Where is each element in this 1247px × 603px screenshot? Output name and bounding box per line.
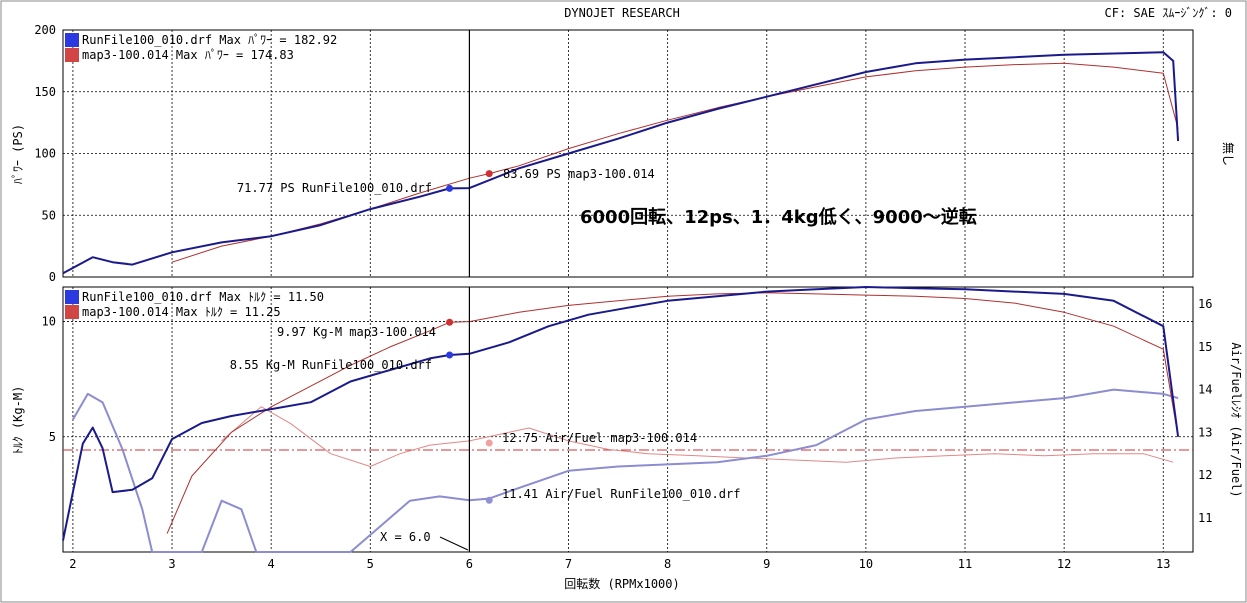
cursor-readout-leader: [439, 536, 469, 551]
legend-swatch-run1: [65, 33, 79, 47]
power-y-tick-label: 200: [34, 23, 56, 37]
x-ticks: 2 3 4 5 6 7 8 9 10 11 12 13: [69, 557, 1170, 571]
torque-line-map3: [166, 292, 1179, 534]
x-tick-label: 13: [1156, 557, 1170, 571]
airfuel-y-tick-label: 11: [1198, 511, 1212, 525]
airfuel-marker-runfile: [485, 496, 493, 504]
torque-annotation-run2: 9.97 Kg-M map3-100.014: [277, 325, 436, 339]
x-tick-label: 7: [565, 557, 572, 571]
airfuel-annotation-run2: 12.75 Air/Fuel map3-100.014: [502, 431, 697, 445]
power-grid: [63, 30, 1193, 277]
torque-y-tick-label: 5: [49, 430, 56, 444]
airfuel-annotation-run1: 11.41 Air/Fuel RunFile100_010.drf: [502, 487, 740, 501]
x-tick-label: 5: [367, 557, 374, 571]
power-legend-run2: map3-100.014 Max ﾊﾟﾜｰ = 174.83: [82, 48, 294, 62]
airfuel-y-tick-label: 16: [1198, 297, 1212, 311]
airfuel-y-tick-label: 13: [1198, 425, 1212, 439]
header-cf: CF: SAE ｽﾑｰｼﾞﾝｸﾞ: 0: [1105, 6, 1232, 20]
torque-grid: [63, 287, 1193, 552]
power-y-ticks: 0 50 100 150 200: [34, 23, 56, 284]
torque-legend-run1: RunFile100_010.drf Max ﾄﾙｸ = 11.50: [82, 290, 324, 304]
power-y-tick-label: 100: [34, 147, 56, 161]
power-annotation-run2: 83.69 PS map3-100.014: [503, 167, 655, 181]
legend-swatch-run2-torque: [65, 305, 79, 319]
torque-ylabel: ﾄﾙｸ (Kg-M): [11, 386, 25, 455]
torque-marker-runfile: [446, 351, 454, 359]
power-marker-map3: [485, 170, 493, 178]
airfuel-marker-map3: [485, 439, 493, 447]
x-tick-label: 8: [664, 557, 671, 571]
x-tick-label: 2: [69, 557, 76, 571]
power-right-label: 無し: [1221, 142, 1236, 166]
power-series: [62, 51, 1180, 275]
x-axis-label: 回転数 (RPMx1000): [564, 576, 679, 591]
power-y-tick-label: 0: [49, 270, 56, 284]
torque-marker-map3: [446, 318, 454, 326]
legend-swatch-run2: [65, 48, 79, 62]
x-tick-label: 3: [168, 557, 175, 571]
airfuel-ylabel: Air/Fuelﾚｼｵ (Air/Fuel): [1229, 342, 1243, 497]
power-panel: 0 50 100 150 200 RunFile100_010.drf Max ﾊﾟﾜｰ…: [11, 23, 1236, 284]
torque-y-ticks: 5 10: [42, 315, 56, 444]
x-tick-label: 10: [859, 557, 873, 571]
x-tick-label: 4: [268, 557, 275, 571]
torque-y-tick-label: 10: [42, 315, 56, 329]
power-y-tick-label: 50: [42, 208, 56, 222]
x-tick-label: 6: [466, 557, 473, 571]
airfuel-y-tick-label: 14: [1198, 383, 1212, 397]
torque-plot-area: [62, 286, 1194, 553]
torque-panel: 5 10 11 12 13 14 15 16 2 3 4 5 6 7 8 9 10 11 12 13 RunFil…: [11, 286, 1243, 591]
power-annotation-run1: 71.77 PS RunFile100_010.drf: [237, 181, 432, 195]
power-line-runfile: [62, 51, 1180, 275]
power-legend-run1: RunFile100_010.drf Max ﾊﾟﾜｰ = 182.92: [82, 33, 337, 47]
airfuel-y-ticks: 11 12 13 14 15 16: [1198, 297, 1212, 525]
legend-swatch-run1-torque: [65, 290, 79, 304]
power-ylabel: ﾊﾟﾜｰ (PS): [11, 124, 25, 184]
torque-annotation-run1: 8.55 Kg-M RunFile100_010.drf: [230, 358, 432, 372]
header-title: DYNOJET RESEARCH: [564, 6, 680, 20]
x-tick-label: 11: [958, 557, 972, 571]
power-marker-runfile: [446, 184, 454, 192]
airfuel-line-map3: [221, 406, 1174, 467]
x-tick-label: 12: [1057, 557, 1071, 571]
x-tick-label: 9: [763, 557, 770, 571]
power-y-tick-label: 150: [34, 85, 56, 99]
cursor-readout: X = 6.0: [380, 530, 431, 544]
airfuel-y-tick-label: 15: [1198, 340, 1212, 354]
power-note: 6000回転、12ps、1．4kg低く、9000～逆転: [580, 206, 977, 228]
airfuel-y-tick-label: 12: [1198, 468, 1212, 482]
torque-legend-run2: map3-100.014 Max ﾄﾙｸ = 11.25: [82, 305, 281, 319]
